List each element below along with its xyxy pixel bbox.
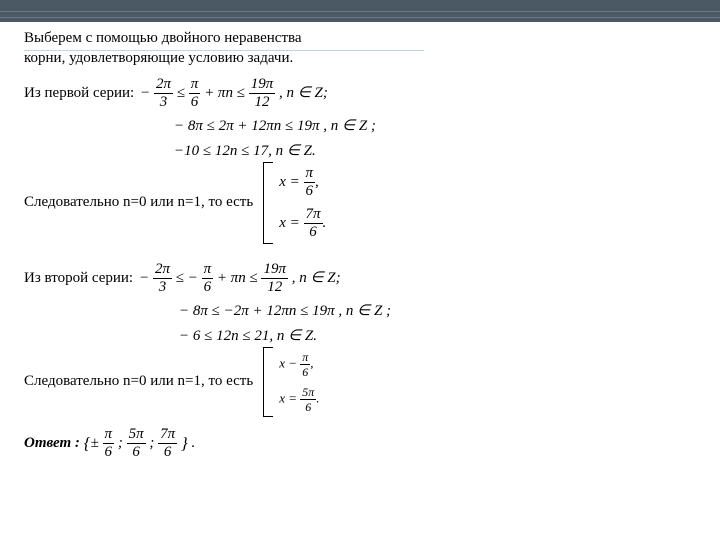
tail: . bbox=[316, 390, 319, 405]
therefore-text: Следовательно n=0 или n=1, то есть bbox=[24, 194, 253, 211]
intro-text: Выберем с помощью двойного неравенства к… bbox=[24, 28, 700, 69]
sol-lhs: x = bbox=[279, 390, 297, 405]
sol-lhs: x − bbox=[279, 355, 297, 370]
frac-num: π bbox=[202, 262, 214, 277]
term-tail: + πn bbox=[217, 269, 246, 285]
frac-den: 6 bbox=[103, 445, 115, 460]
frac-den: 12 bbox=[265, 280, 284, 295]
intro-line1: Выберем с помощью двойного неравенства bbox=[24, 30, 302, 46]
series1-ineq2: − 8π ≤ 2π + 12πn ≤ 19π , n ∈ Z ; bbox=[174, 116, 700, 135]
frac-den: 6 bbox=[304, 184, 316, 199]
frac-num: 7π bbox=[158, 427, 177, 442]
tail: , bbox=[315, 173, 319, 189]
series2-ineq1: − 2π3 ≤ − π6 + πn ≤ 19π12 , n ∈ Z; bbox=[139, 262, 341, 295]
frac-num: π bbox=[300, 351, 310, 363]
page-content: Выберем с помощью двойного неравенства к… bbox=[0, 22, 720, 470]
sol-lhs: x = bbox=[279, 173, 300, 189]
answer-label: Ответ : bbox=[24, 434, 80, 450]
frac-num: π bbox=[103, 427, 115, 442]
frac-den: 3 bbox=[157, 280, 169, 295]
frac-num: 7π bbox=[304, 207, 323, 222]
title-bar bbox=[0, 0, 720, 22]
sol-lhs: x = bbox=[279, 214, 300, 230]
term-tail: + πn bbox=[204, 84, 233, 100]
minus-sign: − bbox=[140, 84, 150, 100]
series1-ineq1: − 2π3 ≤ π6 + πn ≤ 19π12 , n ∈ Z; bbox=[140, 77, 328, 110]
series1-row: Из первой серии: − 2π3 ≤ π6 + πn ≤ 19π12… bbox=[24, 77, 700, 110]
title-bar-line bbox=[0, 17, 720, 18]
intro-line2: корни, удовлетворяющие условию задачи. bbox=[24, 50, 293, 66]
cond: n ∈ Z; bbox=[299, 269, 340, 285]
frac-den: 6 bbox=[202, 280, 214, 295]
series2-ineq2: − 8π ≤ −2π + 12πn ≤ 19π , n ∈ Z ; bbox=[179, 301, 700, 320]
series1-therefore: Следовательно n=0 или n=1, то есть x = π… bbox=[24, 162, 700, 244]
frac-den: 6 bbox=[130, 445, 142, 460]
tail: , bbox=[310, 355, 313, 370]
series1-solutions: x = π 6, x = 7π 6. bbox=[263, 162, 330, 244]
series2-therefore: Следовательно n=0 или n=1, то есть x − π… bbox=[24, 347, 700, 417]
minus-sign: − bbox=[139, 269, 149, 285]
frac-den: 6 bbox=[300, 366, 310, 378]
frac-num: 2π bbox=[154, 77, 173, 92]
frac-num: 19π bbox=[261, 262, 288, 277]
cond: n ∈ Z; bbox=[286, 84, 327, 100]
frac-num: 5π bbox=[300, 386, 316, 398]
frac-den: 6 bbox=[162, 445, 174, 460]
intro-underline bbox=[24, 50, 424, 51]
frac-num: 5π bbox=[127, 427, 146, 442]
series1-ineq3: −10 ≤ 12n ≤ 17, n ∈ Z. bbox=[174, 141, 700, 160]
title-bar-line bbox=[0, 11, 720, 12]
frac-num: 2π bbox=[153, 262, 172, 277]
frac-num: π bbox=[189, 77, 201, 92]
series1-label: Из первой серии: bbox=[24, 85, 134, 102]
minus-sign: − bbox=[188, 269, 198, 285]
frac-den: 3 bbox=[158, 95, 170, 110]
series2-solutions: x − π 6, x = 5π 6. bbox=[263, 347, 323, 417]
frac-den: 6 bbox=[303, 401, 313, 413]
therefore-text: Следовательно n=0 или n=1, то есть bbox=[24, 373, 253, 390]
frac-den: 6 bbox=[189, 95, 201, 110]
final-answer: Ответ : {± π6 ; 5π6 ; 7π6 } . bbox=[24, 427, 700, 460]
series2-ineq3: − 6 ≤ 12n ≤ 21, n ∈ Z. bbox=[179, 326, 700, 345]
series2-label: Из второй серии: bbox=[24, 270, 133, 287]
frac-den: 12 bbox=[252, 95, 271, 110]
frac-num: π bbox=[304, 166, 316, 181]
tail: . bbox=[323, 214, 327, 230]
pm-sign: ± bbox=[91, 434, 99, 450]
series2-row: Из второй серии: − 2π3 ≤ − π6 + πn ≤ 19π… bbox=[24, 262, 700, 295]
frac-num: 19π bbox=[249, 77, 276, 92]
frac-den: 6 bbox=[307, 225, 319, 240]
